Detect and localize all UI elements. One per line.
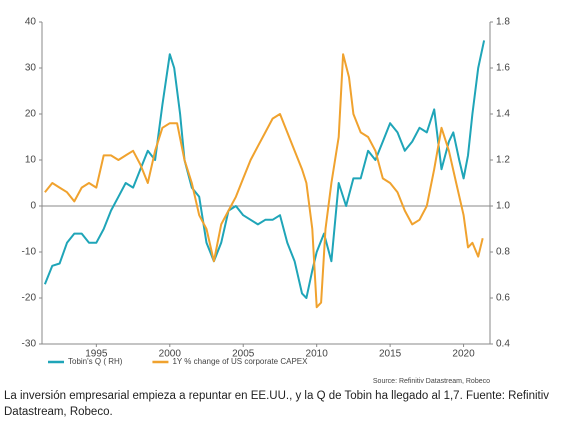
y2-tick-label: 0.6: [496, 293, 510, 304]
x-tick-label: 2015: [379, 349, 402, 360]
y2-tick-label: 0.8: [496, 247, 510, 258]
y-tick-label: -30: [22, 339, 37, 350]
x-tick-label: 2010: [306, 349, 329, 360]
y-tick-label: 30: [25, 63, 37, 74]
series-line: [44, 53, 484, 309]
y-tick-label: -10: [22, 247, 37, 258]
y2-tick-label: 1.2: [496, 155, 510, 166]
legend-label: Tobin's Q ( RH): [68, 357, 123, 366]
chart: Source: Refinitiv Datastream, Robeco -30…: [22, 17, 511, 385]
y2-tick-label: 1.4: [496, 109, 510, 120]
x-tick-label: 2005: [232, 349, 255, 360]
y2-tick-label: 1.0: [496, 201, 510, 212]
y-tick-label: 20: [25, 109, 37, 120]
y2-tick-label: 0.4: [496, 339, 510, 350]
y2-tick-label: 1.6: [496, 63, 510, 74]
y-tick-label: -20: [22, 293, 37, 304]
legend-label: 1Y % change of US corporate CAPEX: [172, 357, 308, 366]
y2-tick-label: 1.8: [496, 17, 510, 28]
source: Source: Refinitiv Datastream, Robeco: [373, 378, 490, 385]
x-tick-label: 2020: [452, 349, 475, 360]
x-tick-label: 2000: [159, 349, 182, 360]
y-tick-label: 10: [25, 155, 37, 166]
series-line: [43, 40, 486, 299]
y-tick-label: 40: [25, 17, 37, 28]
y-tick-label: 0: [30, 201, 36, 212]
caption: La inversión empresarial empieza a repun…: [4, 390, 550, 418]
x-tick-label: 1995: [85, 349, 108, 360]
